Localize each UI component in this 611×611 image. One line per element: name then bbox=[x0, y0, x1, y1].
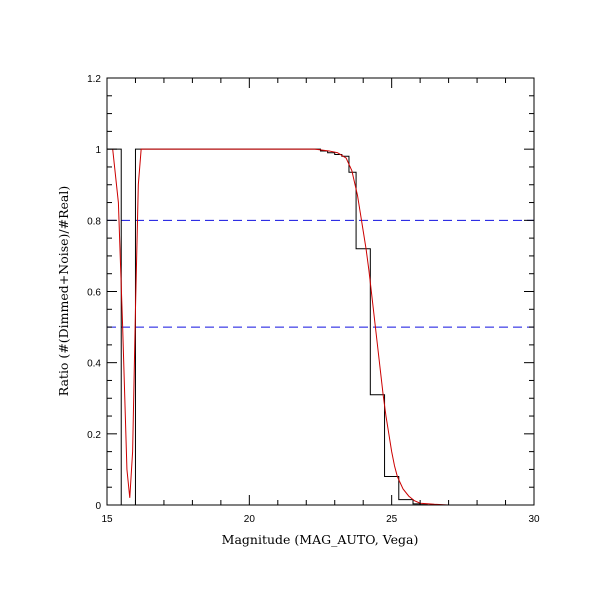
tick-marks bbox=[106, 77, 535, 506]
y-axis-title: Ratio (#(Dimmed+Noise)/#Real) bbox=[56, 186, 71, 396]
curve-series-line bbox=[112, 148, 534, 506]
y-tick-label: 0.2 bbox=[87, 430, 101, 441]
x-tick-labels: 15 20 25 30 bbox=[101, 514, 540, 525]
y-tick-label: 1.2 bbox=[87, 74, 101, 85]
y-tick-labels: 0 0.2 0.4 0.6 0.8 1 1.2 bbox=[87, 74, 101, 512]
x-axis-title: Magnitude (MAG_AUTO, Vega) bbox=[222, 532, 419, 547]
y-tick-label: 0.4 bbox=[87, 359, 101, 370]
y-tick-label: 0.6 bbox=[87, 288, 101, 299]
x-tick-label: 25 bbox=[386, 514, 398, 525]
x-tick-label: 15 bbox=[101, 514, 113, 525]
x-tick-label: 20 bbox=[244, 514, 256, 525]
x-tick-label: 30 bbox=[528, 514, 540, 525]
y-tick-label: 0 bbox=[95, 501, 101, 512]
reference-lines bbox=[107, 219, 534, 328]
plot-frame bbox=[106, 77, 535, 506]
curve-series bbox=[112, 148, 534, 506]
y-tick-label: 0.8 bbox=[87, 216, 101, 227]
y-tick-label: 1 bbox=[95, 145, 101, 156]
